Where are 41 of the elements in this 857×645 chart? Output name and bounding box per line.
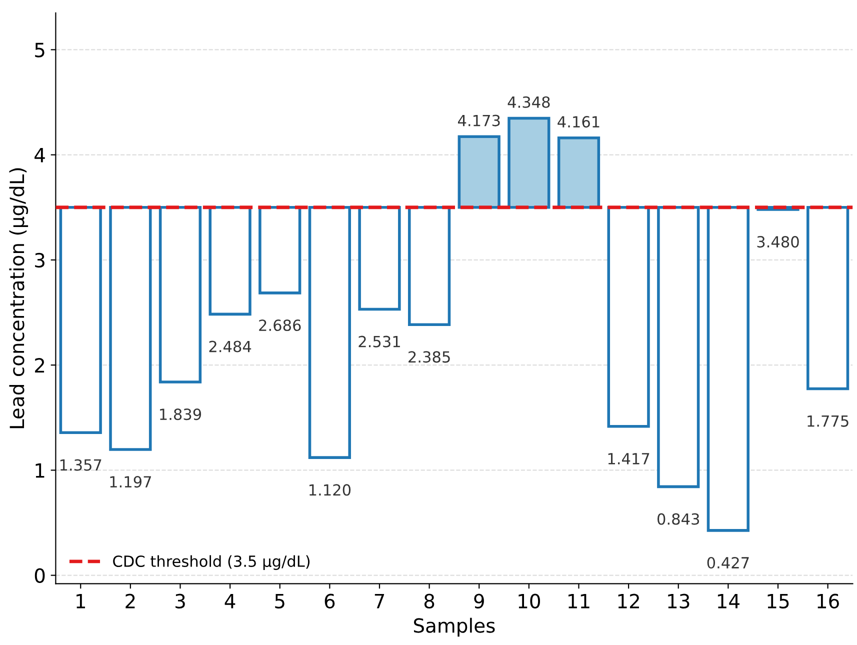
y-tick-label: 3 bbox=[35, 252, 44, 268]
data-label: 4.173 bbox=[458, 114, 500, 126]
x-tick-label: 10 bbox=[518, 594, 540, 608]
x-tick-label: 16 bbox=[818, 594, 839, 608]
x-tick-label: 14 bbox=[718, 594, 740, 608]
data-label: 2.385 bbox=[408, 351, 450, 363]
y-tick-label: 2 bbox=[35, 358, 44, 372]
data-label: 4.348 bbox=[508, 96, 550, 108]
data-label: 0.427 bbox=[707, 556, 749, 569]
legend-label: CDC threshold (3.5 µg/dL) bbox=[113, 555, 310, 570]
x-tick-label: 12 bbox=[618, 594, 639, 608]
y-axis-title: Lead concentration (µg/dL) bbox=[9, 168, 28, 428]
x-axis-title: Samples bbox=[414, 618, 495, 637]
y-tick-label: 1 bbox=[36, 463, 44, 478]
data-label: 1.197 bbox=[110, 476, 151, 488]
data-label: 1.775 bbox=[808, 415, 848, 427]
y-tick-label: 5 bbox=[35, 42, 44, 58]
x-tick-label: 3 bbox=[176, 594, 185, 608]
x-tick-label: 4 bbox=[224, 594, 236, 608]
data-label: 3.480 bbox=[757, 236, 799, 248]
data-label: 1.417 bbox=[608, 453, 650, 464]
data-label: 4.161 bbox=[558, 116, 600, 128]
x-tick-label: 11 bbox=[568, 594, 590, 608]
data-label: 1.120 bbox=[309, 484, 351, 496]
data-label: 0.843 bbox=[658, 513, 700, 525]
x-tick-label: 9 bbox=[474, 594, 484, 608]
data-label: 2.484 bbox=[209, 340, 252, 352]
data-label: 2.686 bbox=[259, 320, 301, 332]
data-label: 2.531 bbox=[358, 336, 400, 348]
x-tick-label: 6 bbox=[324, 594, 335, 608]
x-tick-label: 5 bbox=[275, 594, 284, 608]
y-tick-label: 0 bbox=[34, 568, 45, 583]
data-label: 1.839 bbox=[160, 408, 202, 420]
x-tick-label: 15 bbox=[768, 594, 789, 608]
y-tick-label: 4 bbox=[34, 148, 45, 162]
x-tick-label: 8 bbox=[424, 594, 434, 608]
x-tick-label: 2 bbox=[126, 594, 135, 608]
x-tick-label: 7 bbox=[374, 594, 384, 608]
x-tick-label: 1 bbox=[76, 594, 85, 608]
x-tick-label: 13 bbox=[668, 594, 690, 608]
data-label: 1.357 bbox=[60, 459, 102, 471]
